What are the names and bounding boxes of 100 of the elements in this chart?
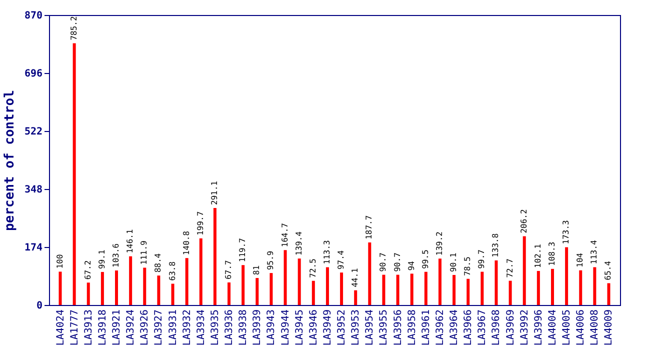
- x-tick-label: LA3992: [519, 310, 530, 346]
- x-tick-label: LA3955: [378, 310, 390, 346]
- data-label: 63.8: [168, 261, 177, 281]
- bar: [213, 208, 216, 305]
- data-label: 139.2: [434, 231, 444, 256]
- data-label: 173.3: [562, 220, 571, 244]
- data-label: 65.4: [604, 260, 613, 280]
- y-tick-label: 870: [24, 10, 42, 22]
- x-tick-label: LA3958: [406, 310, 418, 346]
- bar: [129, 256, 132, 305]
- x-tick-label: LA3944: [280, 310, 292, 346]
- bar: [452, 274, 456, 305]
- bar: [270, 273, 273, 305]
- x-tick-label: LA3936: [224, 310, 236, 346]
- data-label: 90.7: [378, 252, 388, 272]
- data-label: 291.1: [210, 180, 219, 205]
- data-label: 103.6: [112, 243, 121, 268]
- data-label: 113.3: [322, 240, 332, 264]
- x-tick-label: LA3952: [336, 310, 348, 346]
- bar: [100, 272, 104, 305]
- data-label: 72.7: [505, 258, 514, 278]
- y-tick-label: 174: [24, 242, 42, 254]
- bar: [86, 282, 90, 305]
- data-label: 99.7: [477, 249, 486, 269]
- x-tick-label: LA3945: [294, 310, 306, 346]
- data-label: 164.7: [280, 222, 290, 248]
- x-tick-label: LA3954: [364, 310, 376, 346]
- data-label: 90.1: [449, 252, 458, 272]
- x-tick-label: LA3921: [112, 310, 123, 346]
- x-tick-label: LA3931: [168, 310, 179, 346]
- data-label: 72.5: [308, 258, 318, 278]
- y-tick-label: 348: [24, 184, 42, 196]
- x-tick-label: LA3996: [533, 310, 544, 346]
- x-tick-label: LA3956: [392, 310, 404, 346]
- x-tick-label: LA3966: [463, 310, 474, 346]
- data-label: 94: [406, 260, 416, 271]
- data-label: 88.4: [154, 253, 163, 273]
- bar: [115, 270, 118, 305]
- data-label: 44.1: [350, 268, 360, 288]
- x-tick-label: LA4008: [590, 310, 601, 346]
- data-label: 78.5: [463, 256, 472, 276]
- bar: [199, 238, 202, 305]
- x-tick-label: LA4006: [576, 310, 587, 346]
- bar: [508, 280, 512, 305]
- data-label: 100: [55, 254, 64, 269]
- bar: [354, 290, 358, 305]
- x-tick-label: LA3939: [252, 310, 264, 346]
- data-label: 785.2: [69, 16, 78, 40]
- data-label: 67.7: [224, 260, 234, 280]
- x-tick-label: LA3918: [97, 310, 108, 346]
- data-label: 113.4: [590, 240, 599, 264]
- bar: [58, 272, 62, 305]
- data-label: 99.1: [97, 250, 106, 269]
- bar: [410, 274, 414, 305]
- data-label: 206.2: [519, 209, 528, 234]
- x-tick-label: LA3949: [322, 310, 334, 346]
- bar: [438, 258, 442, 305]
- bar: [228, 282, 231, 305]
- bar: [480, 272, 484, 305]
- bar: [256, 278, 259, 305]
- data-label: 95.9: [266, 250, 276, 270]
- x-tick-label: LA3935: [210, 310, 221, 346]
- data-label: 104: [576, 252, 585, 268]
- data-label: 146.1: [126, 229, 135, 254]
- bar: [607, 283, 610, 305]
- data-label: 199.7: [196, 211, 205, 236]
- data-label: 111.9: [140, 240, 149, 265]
- data-label: 81: [252, 265, 262, 275]
- bar: [494, 260, 498, 305]
- x-tick-label: LA4005: [562, 310, 573, 346]
- data-label: 97.4: [336, 250, 346, 270]
- data-label: 67.2: [83, 260, 92, 280]
- x-tick-label: LA3938: [238, 310, 250, 346]
- bar: [185, 258, 188, 305]
- x-tick-label: LA3953: [350, 310, 362, 346]
- x-tick-label: LA3968: [491, 310, 502, 346]
- data-label: 140.8: [182, 230, 191, 256]
- data-label: 187.7: [364, 215, 374, 240]
- y-tick-label: 696: [24, 68, 42, 80]
- bar: [466, 278, 470, 305]
- bar: [536, 270, 540, 305]
- x-tick-label: LA4009: [604, 310, 615, 346]
- bar: [242, 265, 245, 305]
- bar: [550, 268, 554, 305]
- data-label: 108.3: [547, 242, 556, 266]
- bar: [396, 274, 400, 305]
- data-label: 90.7: [392, 252, 402, 272]
- x-tick-label: LA3926: [140, 310, 151, 346]
- data-label: 99.5: [420, 249, 430, 269]
- data-label: 133.8: [491, 233, 500, 258]
- x-tick-label: LA3964: [449, 310, 460, 346]
- bar: [143, 268, 146, 305]
- x-tick-label: LA3967: [477, 310, 488, 346]
- x-tick-label: LA1777: [69, 310, 80, 346]
- bar: [72, 43, 76, 305]
- x-tick-label: LA3924: [126, 310, 137, 346]
- y-tick-label: 0: [36, 300, 42, 312]
- data-label: 119.7: [238, 238, 248, 262]
- bar: [593, 267, 596, 305]
- bar: [326, 267, 329, 305]
